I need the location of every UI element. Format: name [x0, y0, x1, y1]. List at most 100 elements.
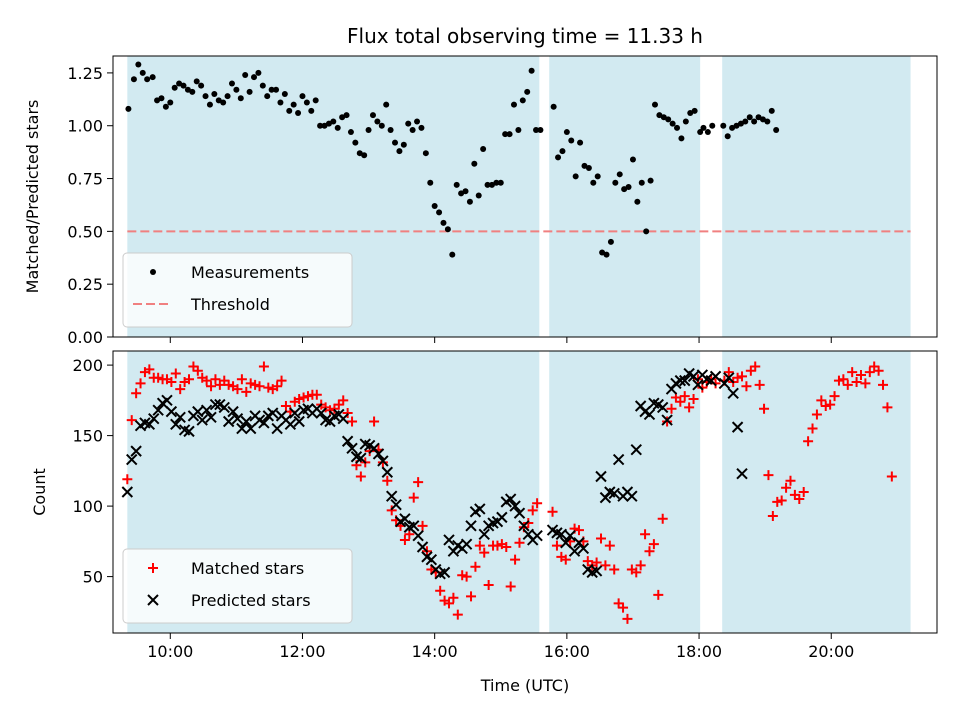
- data-point: [462, 188, 469, 195]
- data-point: [679, 374, 691, 387]
- data-point: [596, 533, 607, 544]
- data-point: [122, 474, 133, 485]
- data-point: [198, 82, 205, 89]
- data-point: [527, 505, 538, 516]
- data-point: [559, 148, 566, 155]
- legend-box: [122, 252, 353, 328]
- data-point: [785, 475, 796, 486]
- data-point: [352, 139, 359, 146]
- data-point: [413, 477, 424, 488]
- data-point: [630, 443, 642, 456]
- data-point: [523, 518, 534, 529]
- data-point: [205, 411, 217, 423]
- data-point: [293, 415, 305, 428]
- data-point: [674, 374, 687, 387]
- x-tick-label: 12:00: [279, 642, 325, 661]
- data-point: [731, 421, 744, 433]
- x-tick-label: 10:00: [147, 642, 193, 661]
- data-point: [202, 93, 209, 100]
- data-point: [412, 530, 424, 542]
- data-point: [211, 91, 218, 98]
- data-point: [634, 198, 641, 205]
- data-point: [315, 407, 327, 419]
- data-point: [452, 609, 463, 620]
- data-point: [277, 99, 284, 106]
- data-point: [505, 581, 516, 592]
- data-point: [618, 602, 629, 613]
- data-point: [408, 520, 420, 532]
- data-point: [577, 139, 584, 146]
- data-point: [600, 560, 611, 571]
- data-point: [431, 203, 438, 210]
- data-point: [595, 470, 607, 483]
- data-point: [152, 404, 164, 416]
- data-point: [240, 415, 253, 428]
- data-point: [886, 471, 897, 482]
- data-point: [492, 540, 503, 551]
- data-point: [833, 375, 844, 386]
- data-point: [149, 74, 156, 81]
- data-point: [443, 534, 455, 546]
- count-panel-frame: [112, 350, 938, 634]
- data-point: [427, 179, 434, 186]
- data-point: [643, 228, 650, 235]
- data-point: [697, 129, 704, 136]
- data-point: [746, 114, 753, 121]
- count-legend: Matched stars Predicted stars: [122, 548, 353, 624]
- data-point: [781, 482, 792, 493]
- data-point: [687, 370, 700, 383]
- data-point: [290, 101, 297, 108]
- data-point: [369, 416, 380, 427]
- data-point: [878, 379, 889, 390]
- data-point: [483, 580, 494, 591]
- data-point: [665, 116, 672, 123]
- y-tick-label: 50: [83, 568, 103, 587]
- legend-label: Measurements: [191, 263, 309, 282]
- data-point: [604, 540, 615, 551]
- data-point: [691, 107, 698, 114]
- data-point: [768, 107, 775, 114]
- data-point: [475, 192, 482, 199]
- data-point: [196, 414, 208, 426]
- data-point: [158, 95, 165, 102]
- data-point: [838, 374, 849, 385]
- legend-label: Threshold: [190, 295, 270, 314]
- data-point: [383, 101, 390, 108]
- data-point: [263, 382, 274, 393]
- data-point: [233, 86, 240, 93]
- data-point: [509, 500, 521, 512]
- data-point: [502, 131, 509, 138]
- data-point: [568, 137, 575, 144]
- data-point: [438, 566, 451, 579]
- data-point: [355, 452, 367, 464]
- data-point: [180, 82, 187, 89]
- data-point: [723, 372, 735, 384]
- data-point: [125, 105, 132, 112]
- data-point: [267, 407, 279, 419]
- data-point: [161, 394, 173, 407]
- data-point: [286, 107, 293, 114]
- data-point: [684, 402, 695, 413]
- y-tick-label: 1.25: [67, 64, 103, 83]
- data-point: [720, 122, 727, 129]
- data-point: [372, 448, 385, 460]
- data-point: [496, 511, 508, 524]
- x-tick-label: 16:00: [544, 642, 590, 661]
- data-point: [425, 553, 438, 566]
- data-point: [560, 537, 572, 549]
- data-point: [590, 179, 597, 186]
- data-point: [276, 375, 287, 386]
- y-tick-label: 150: [72, 427, 103, 446]
- data-point: [206, 101, 213, 108]
- data-point: [343, 112, 350, 119]
- data-point: [139, 69, 146, 76]
- y-tick-label: 0.75: [67, 170, 103, 189]
- data-point: [470, 561, 481, 572]
- data-point: [284, 418, 297, 431]
- data-point: [709, 370, 722, 383]
- data-point: [251, 74, 258, 81]
- data-point: [144, 364, 155, 375]
- data-point: [246, 88, 253, 95]
- data-point: [564, 530, 576, 542]
- data-point: [537, 126, 544, 133]
